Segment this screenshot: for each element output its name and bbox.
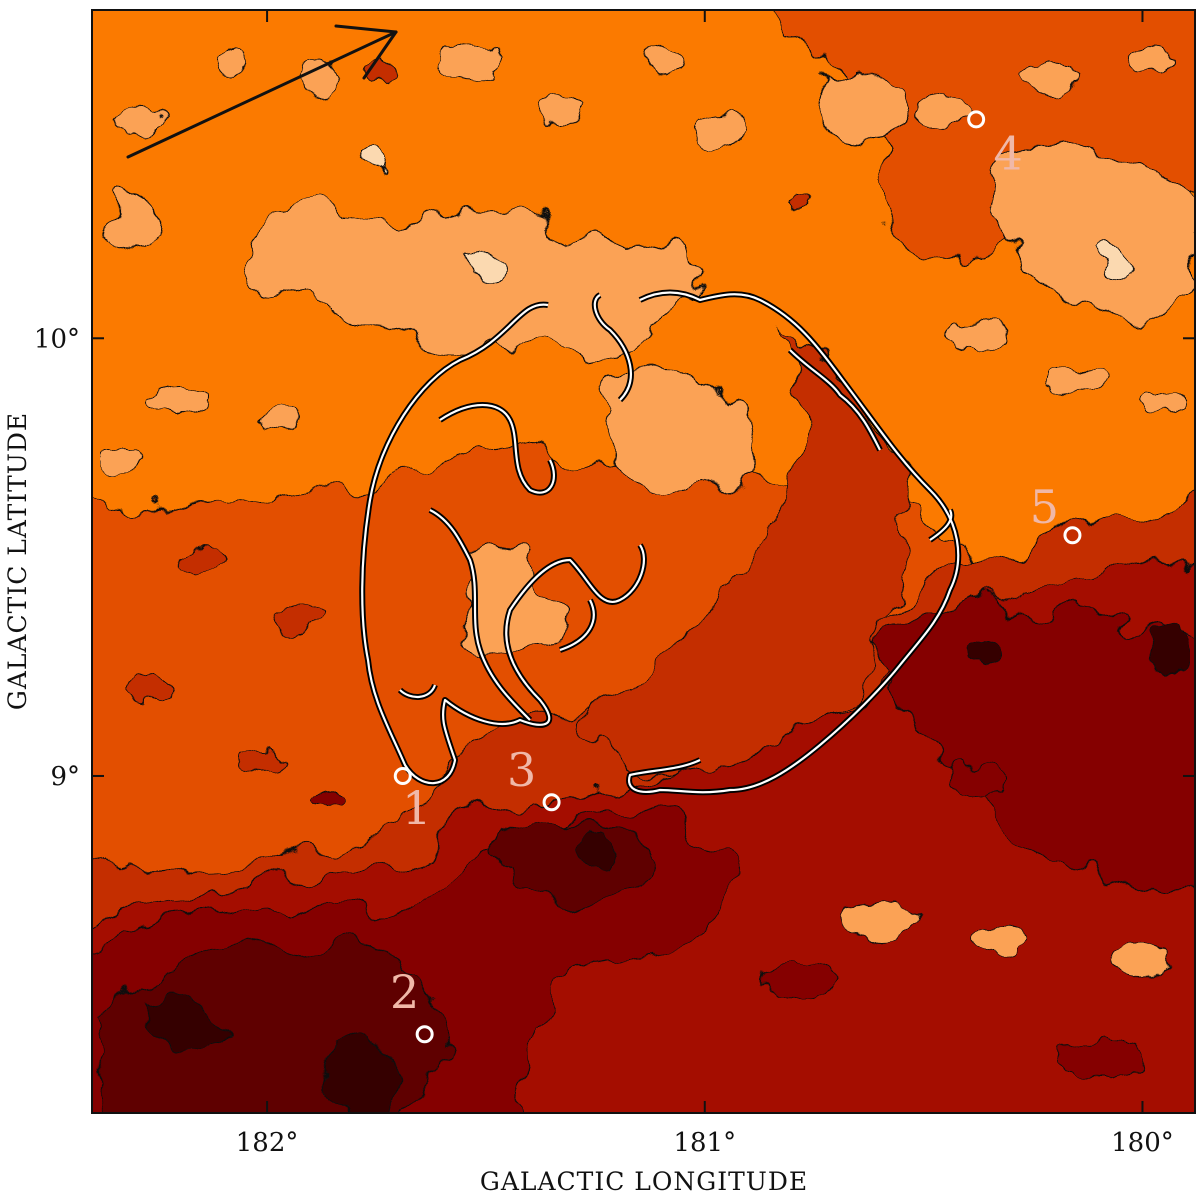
source-label-1: 1 bbox=[402, 781, 431, 835]
source-label-4: 4 bbox=[994, 126, 1023, 180]
x-tick-label: 181° bbox=[673, 1128, 736, 1158]
y-axis-title: GALACTIC LATITUDE bbox=[3, 412, 32, 710]
source-marker-5 bbox=[1063, 526, 1082, 545]
source-marker-3 bbox=[542, 793, 561, 812]
bright-region-3 bbox=[989, 141, 1195, 323]
axis-ticks: 182° 181° 180° 10° 9° bbox=[34, 10, 1195, 1158]
core-inner-region bbox=[139, 996, 396, 1113]
source-label-3: 3 bbox=[507, 743, 536, 797]
bright-region-2 bbox=[591, 369, 763, 494]
remnant-outline-contours bbox=[359, 289, 962, 796]
y-tick-label: 10° bbox=[34, 324, 80, 354]
speckle-core bbox=[577, 623, 1191, 869]
speckle-bright bbox=[99, 41, 1183, 977]
x-tick-label: 180° bbox=[1111, 1128, 1174, 1158]
x-tick-label: 182° bbox=[236, 1128, 299, 1158]
x-axis-title: GALACTIC LONGITUDE bbox=[480, 1167, 808, 1196]
plot-frame bbox=[91, 9, 1196, 1114]
source-label-2: 2 bbox=[390, 965, 419, 1019]
y-tick-label: 9° bbox=[50, 762, 80, 792]
source-label-5: 5 bbox=[1030, 480, 1059, 534]
source-marker-2 bbox=[415, 1025, 434, 1044]
source-marker-1 bbox=[393, 766, 412, 785]
direction-arrow bbox=[126, 24, 398, 159]
bright-region-4 bbox=[109, 69, 903, 252]
source-markers: 1 2 3 4 5 bbox=[390, 110, 1082, 1044]
speckle-deep bbox=[315, 763, 1141, 1081]
emission-map: 1 2 3 4 5 bbox=[92, 10, 1195, 1113]
deep-east-region bbox=[879, 606, 1195, 900]
source-marker-4 bbox=[967, 110, 986, 129]
hottest-region bbox=[359, 145, 1134, 292]
